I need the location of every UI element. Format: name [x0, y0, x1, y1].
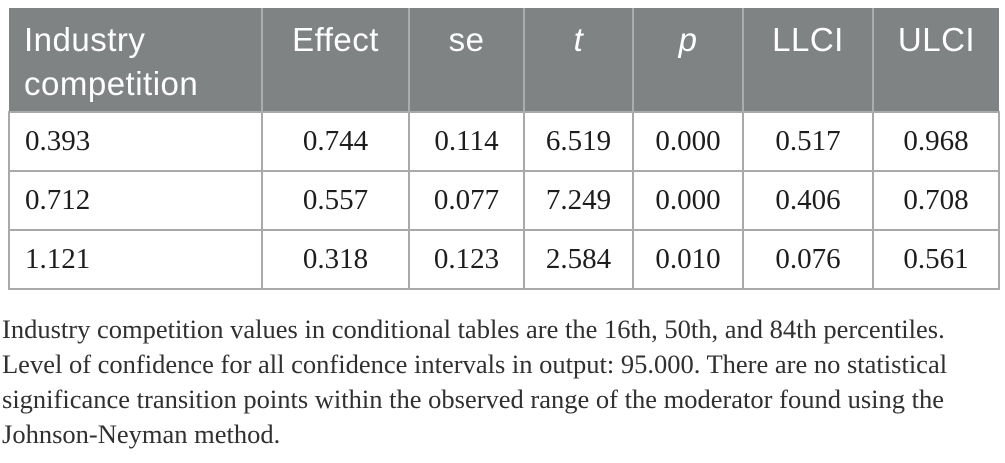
table-cell: 0.000 — [632, 170, 744, 231]
column-header-p: p — [633, 8, 744, 112]
column-header-ulci: ULCI — [873, 8, 999, 112]
table-note: Industry competition values in condition… — [2, 312, 947, 452]
table-note-line: Industry competition values in condition… — [2, 314, 945, 344]
table-row: 0.393 0.744 0.114 6.519 0.000 0.517 0.96… — [8, 111, 1000, 172]
table-note-line: Johnson-Neyman method. — [2, 419, 281, 449]
table-cell: 0.561 — [872, 229, 1000, 290]
table-cell: 7.249 — [523, 170, 634, 231]
table-cell: 0.744 — [261, 111, 410, 172]
column-header-se: se — [409, 8, 525, 112]
table-note-line: significance transition points within th… — [2, 384, 944, 414]
column-header-industry-competition: Industry competition — [9, 8, 263, 112]
table-cell: 0.393 — [8, 111, 263, 172]
table-cell: 0.076 — [742, 229, 874, 290]
table-cell: 0.708 — [872, 170, 1000, 231]
table-row: 0.712 0.557 0.077 7.249 0.000 0.406 0.70… — [8, 170, 1000, 231]
table-header-row: Industry competition Effect se t p LLCI … — [9, 8, 999, 112]
table-cell: 1.121 — [8, 229, 263, 290]
table-cell: 0.077 — [408, 170, 525, 231]
table-cell: 0.010 — [632, 229, 744, 290]
table-cell: 0.712 — [8, 170, 263, 231]
table-cell: 0.517 — [742, 111, 874, 172]
table-cell: 0.114 — [408, 111, 525, 172]
column-header-effect: Effect — [262, 8, 410, 112]
conditional-effects-table: Industry competition Effect se t p LLCI … — [8, 8, 1000, 290]
table-cell: 0.123 — [408, 229, 525, 290]
table-note-line: Level of confidence for all confidence i… — [2, 349, 948, 379]
table-cell: 0.968 — [872, 111, 1000, 172]
table-row: 1.121 0.318 0.123 2.584 0.010 0.076 0.56… — [8, 229, 1000, 290]
table-cell: 0.406 — [742, 170, 874, 231]
table-cell: 0.557 — [261, 170, 410, 231]
table-cell: 0.318 — [261, 229, 410, 290]
table-cell: 2.584 — [523, 229, 634, 290]
column-header-t: t — [524, 8, 634, 112]
table-cell: 0.000 — [632, 111, 744, 172]
column-header-llci: LLCI — [743, 8, 874, 112]
table-cell: 6.519 — [523, 111, 634, 172]
